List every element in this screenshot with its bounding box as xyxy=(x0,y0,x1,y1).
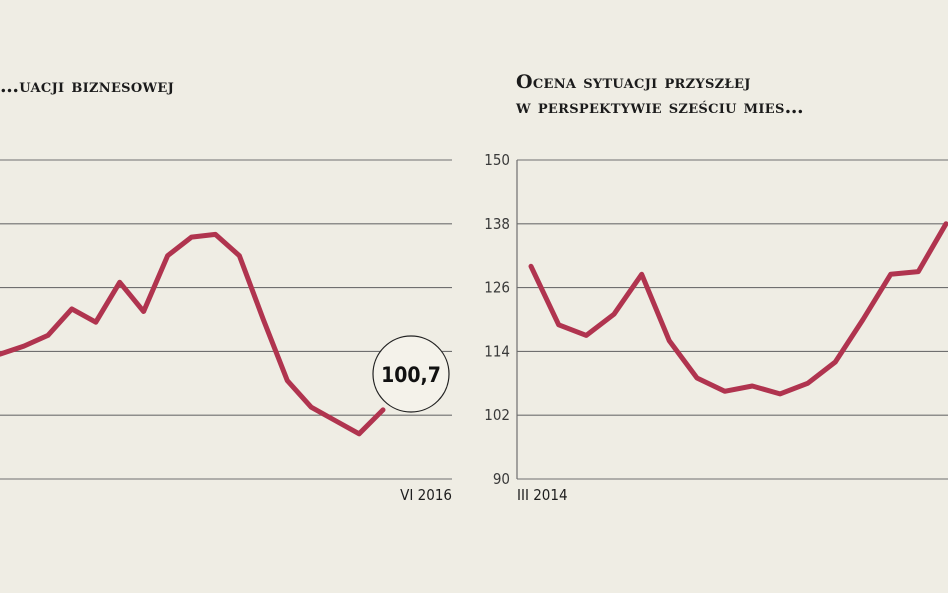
right-y-tick-label: 102 xyxy=(484,406,510,424)
right-y-tick-label: 90 xyxy=(493,470,510,488)
left-series-line xyxy=(0,231,386,437)
left-callout-circle xyxy=(372,335,450,413)
left-chart: 100,7 VI 2016 xyxy=(0,159,452,504)
left-chart-title: …uacji biznesowej xyxy=(0,75,175,97)
right-chart-title-line1: Ocena sytuacji przyszłej xyxy=(516,71,751,93)
right-y-tick-label: 150 xyxy=(484,151,510,169)
right-series-line xyxy=(528,221,948,397)
right-y-tick-labels: 150 138 126 114 102 90 xyxy=(484,151,510,488)
right-y-tick-label: 126 xyxy=(484,279,510,297)
right-y-tick-label: 138 xyxy=(484,215,510,233)
right-chart-title-line2: w perspektywie sześciu mies… xyxy=(516,96,804,118)
left-x-end-label: VI 2016 xyxy=(400,486,452,504)
left-gridlines xyxy=(0,159,452,480)
right-chart: 150 138 126 114 102 90 III 2014 xyxy=(484,151,948,504)
right-y-tick-label: 114 xyxy=(484,342,510,360)
right-x-start-label: III 2014 xyxy=(517,486,568,504)
right-chart-title: Ocena sytuacji przyszłej w perspektywie … xyxy=(516,70,804,120)
right-gridlines xyxy=(517,159,948,480)
left-callout-value: 100,7 xyxy=(381,363,441,387)
